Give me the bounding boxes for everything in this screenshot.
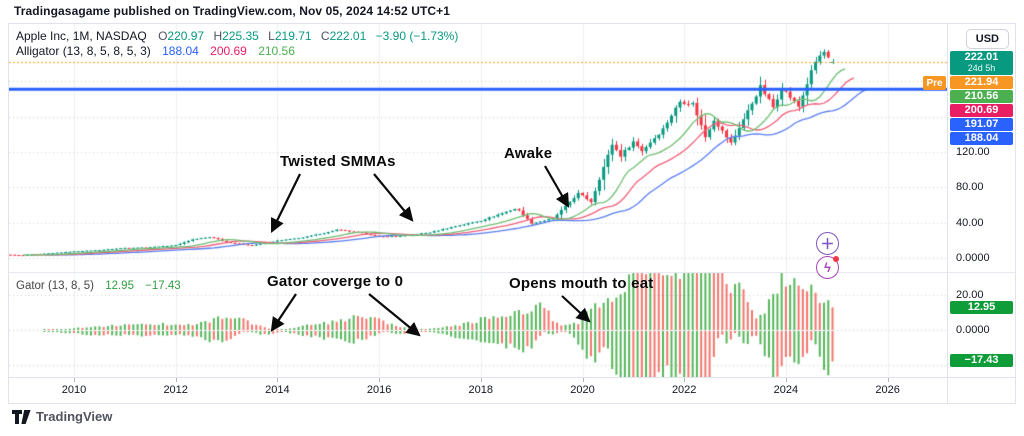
currency-button[interactable]: USD <box>965 29 1009 49</box>
gator-lower-value: −17.43 <box>145 280 181 292</box>
year-label: 2012 <box>163 384 188 396</box>
price-label-badge: 191.07 <box>950 118 1013 131</box>
main-legend: Apple Inc, 1M, NASDAQ O220.97 H225.35 L2… <box>16 29 458 43</box>
gator-upper-value: 12.95 <box>105 280 134 292</box>
year-label: 2018 <box>468 384 494 396</box>
gator-label: Gator (13, 8, 5) <box>16 280 94 292</box>
year-label: 2016 <box>366 384 392 396</box>
tradingview-logo-mark <box>12 409 31 424</box>
time-tick <box>583 378 584 382</box>
ohlc-open: O220.97 <box>158 29 205 43</box>
time-axis[interactable]: 2010 2012 2014 2016 2018 2020 2022 2024 2026 <box>9 378 947 403</box>
year-label: 2026 <box>875 384 900 396</box>
ohlc-high: H225.35 <box>213 29 259 43</box>
price-chart-canvas[interactable] <box>9 24 947 377</box>
plus-icon: ＋ <box>820 235 835 252</box>
ohlc-low: L219.71 <box>268 29 312 43</box>
tradingview-logo-text: TradingView <box>36 409 113 424</box>
year-label: 2024 <box>773 384 799 396</box>
year-label: 2010 <box>61 384 87 396</box>
time-tick <box>481 378 482 382</box>
price-label-badge: 200.69 <box>950 104 1013 117</box>
alligator-label: Alligator (13, 8, 5, 8, 5, 3) <box>16 44 151 58</box>
time-tick <box>684 378 685 382</box>
price-label-badge: 222.01 24d 5h <box>950 51 1013 75</box>
annotation-gator-converge: Gator coverge to 0 <box>267 273 404 290</box>
price-label-badge: 210.56 <box>950 90 1013 103</box>
alligator-legend[interactable]: Alligator (13, 8, 5, 8, 5, 3) 188.04 200… <box>16 44 295 58</box>
alligator-teeth-value: 200.69 <box>210 44 247 58</box>
time-tick <box>888 378 889 382</box>
ohlc-close: C222.01 <box>320 29 367 43</box>
time-tick <box>379 378 380 382</box>
notification-dot <box>833 256 839 262</box>
alligator-lips-value: 210.56 <box>258 44 295 58</box>
gator-legend[interactable]: Gator (13, 8, 5) 12.95 −17.43 <box>16 280 181 292</box>
annotation-awake: Awake <box>504 145 553 162</box>
annotation-twisted-smmas: Twisted SMMAs <box>280 153 396 170</box>
gator-value-badge: 12.95 <box>950 300 1013 314</box>
lightning-icon: ϟ <box>824 260 831 275</box>
price-tick-label: 40.00 <box>956 216 984 229</box>
time-tick <box>786 378 787 382</box>
alerts-button[interactable]: ϟ <box>816 256 839 279</box>
time-tick <box>277 378 278 382</box>
gator-tick-label: 0.0000 <box>956 324 990 336</box>
time-axis-separator <box>9 377 1015 378</box>
tradingview-logo[interactable]: TradingView <box>12 409 112 424</box>
price-scale-separator <box>947 24 948 403</box>
year-label: 2022 <box>671 384 697 396</box>
quick-add-button[interactable]: ＋ <box>816 232 839 255</box>
year-label: 2020 <box>570 384 595 396</box>
premarket-tag: Pre <box>923 76 946 90</box>
change-value: −3.90 (−1.73%) <box>375 29 459 43</box>
symbol-title: Apple Inc, 1M, NASDAQ <box>16 29 147 43</box>
chart-frame: Twisted SMMAs Awake Gator coverge to 0 O… <box>8 23 1016 404</box>
alligator-jaw-value: 188.04 <box>162 44 199 58</box>
time-tick <box>176 378 177 382</box>
year-label: 2014 <box>265 384 290 396</box>
price-tick-label: 120.00 <box>956 146 990 159</box>
price-label-badge: 221.94 <box>950 76 1013 89</box>
gator-tick-label: 20.00 <box>956 289 984 301</box>
time-tick <box>74 378 75 382</box>
gator-value-badge: −17.43 <box>950 354 1013 367</box>
price-tick-label: 0.0000 <box>956 252 990 264</box>
price-label-badge: 188.04 <box>950 132 1013 145</box>
price-tick-label: 80.00 <box>956 181 984 194</box>
price-scale[interactable]: USD 120.00 80.00 40.00 0.0000 20.00 0.0000 222… <box>923 24 1015 377</box>
published-line: Tradingasagame published on TradingView.… <box>14 4 451 18</box>
pane-separator[interactable] <box>9 272 1015 273</box>
annotation-opens-mouth: Opens mouth to eat <box>509 275 654 292</box>
